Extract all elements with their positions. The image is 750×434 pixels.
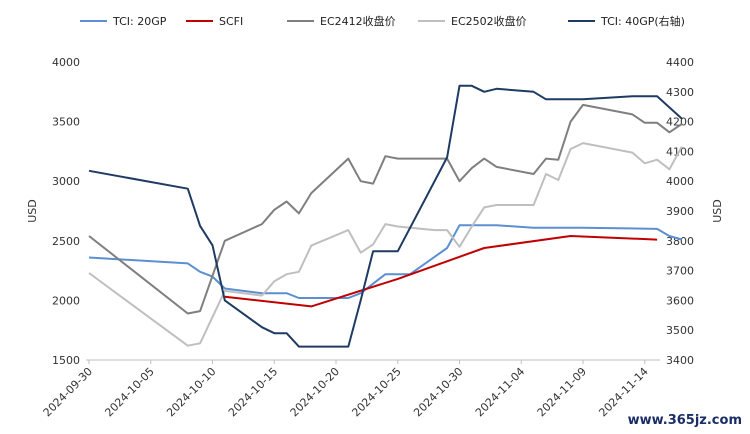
right-axis-title: USD — [711, 199, 724, 223]
series-line — [88, 103, 683, 315]
left-tick-label: 2500 — [52, 235, 80, 248]
right-y-axis: 3400350036003700380039004000410042004300… — [666, 56, 694, 367]
x-tick-label: 2024-10-20 — [288, 365, 342, 419]
left-tick-label: 4000 — [52, 56, 80, 69]
right-tick-label: 3900 — [666, 205, 694, 218]
right-tick-label: 4200 — [666, 116, 694, 129]
left-tick-label: 3000 — [52, 175, 80, 188]
left-tick-label: 2000 — [52, 294, 80, 307]
legend-label: EC2412收盘价 — [320, 14, 396, 28]
left-axis-title: USD — [26, 199, 39, 223]
left-y-axis: 1500 2000 2500 3000 3500 4000 — [52, 56, 80, 367]
x-axis: 2024-09-30 2024-10-05 2024-10-10 2024-10-15… — [41, 360, 651, 419]
series-line — [88, 84, 683, 348]
series-line — [224, 235, 658, 308]
right-tick-label: 3600 — [666, 294, 694, 307]
right-tick-label: 3500 — [666, 324, 694, 337]
legend-label: TCI: 40GP(右轴) — [600, 14, 685, 28]
right-tick-label: 4300 — [666, 86, 694, 99]
x-tick-label: 2024-11-04 — [473, 365, 527, 419]
x-tick-label: 2024-10-10 — [164, 365, 218, 419]
legend: TCI: 20GP SCFI EC2412收盘价 EC2502收盘价 TCI: 40GP… — [80, 14, 685, 28]
legend-label: TCI: 20GP — [112, 15, 167, 28]
right-tick-label: 4000 — [666, 175, 694, 188]
left-tick-label: 1500 — [52, 354, 80, 367]
x-tick-label: 2024-11-14 — [596, 365, 650, 419]
series-line — [88, 142, 683, 347]
right-tick-label: 3400 — [666, 354, 694, 367]
legend-label: SCFI — [219, 15, 243, 28]
x-tick-label: 2024-10-25 — [349, 365, 403, 419]
right-tick-label: 4400 — [666, 56, 694, 69]
watermark: www.365jz.com — [628, 413, 742, 428]
series-group — [88, 84, 683, 348]
x-tick-label: 2024-11-09 — [535, 365, 589, 419]
right-tick-label: 3700 — [666, 265, 694, 278]
x-tick-label: 2024-10-05 — [102, 365, 156, 419]
x-tick-label: 2024-10-30 — [411, 365, 465, 419]
x-tick-label: 2024-10-15 — [226, 365, 280, 419]
series-line — [88, 224, 683, 299]
left-tick-label: 3500 — [52, 116, 80, 129]
legend-label: EC2502收盘价 — [451, 14, 527, 28]
x-tick-label: 2024-09-30 — [41, 365, 95, 419]
